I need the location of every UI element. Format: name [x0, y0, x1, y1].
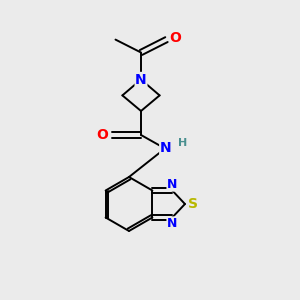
- Text: O: O: [169, 31, 181, 45]
- Text: N: N: [160, 141, 171, 155]
- Text: N: N: [135, 73, 147, 86]
- Text: N: N: [167, 178, 177, 191]
- Text: H: H: [178, 138, 187, 148]
- Text: N: N: [167, 217, 177, 230]
- Text: O: O: [97, 128, 109, 142]
- Text: S: S: [188, 197, 198, 211]
